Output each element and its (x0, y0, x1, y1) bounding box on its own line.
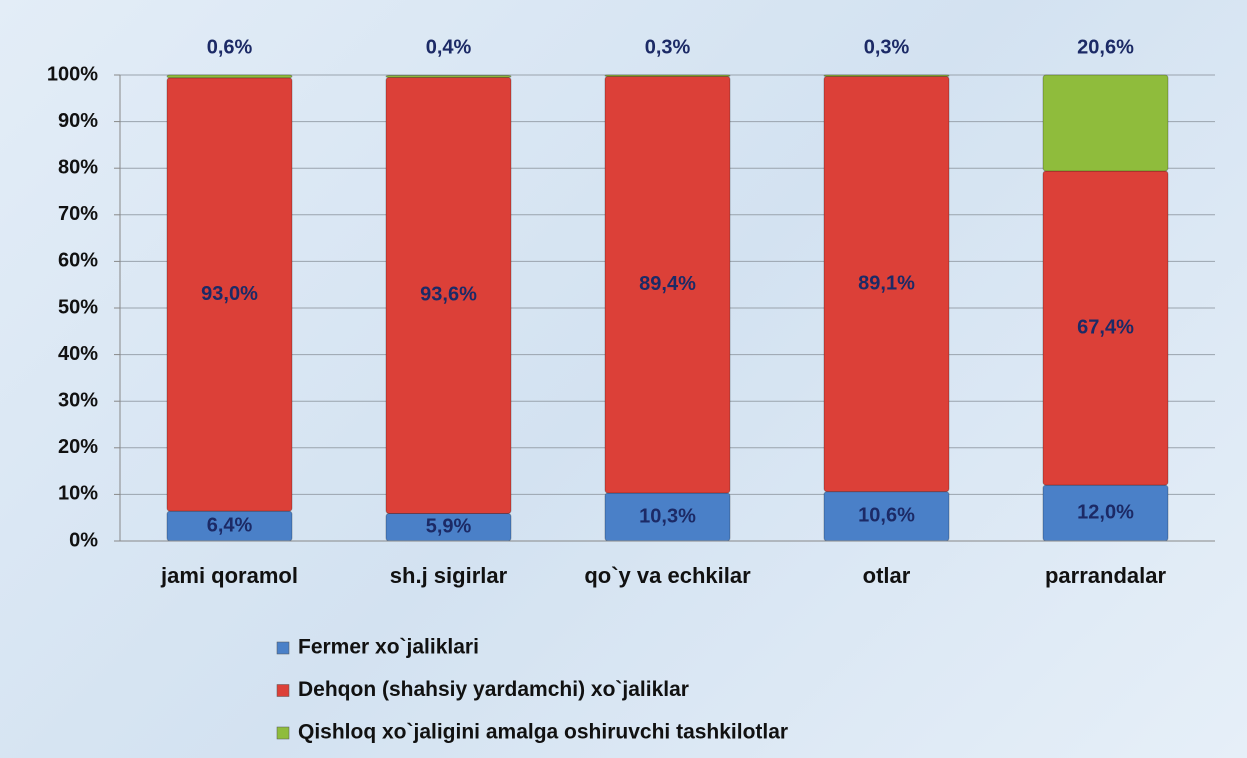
y-tick-label: 100% (47, 63, 98, 85)
value-label: 0,3% (864, 36, 910, 58)
legend-marker (276, 726, 290, 740)
value-label: 20,6% (1077, 36, 1134, 58)
legend-marker (276, 684, 290, 697)
value-label: 10,6% (858, 505, 915, 527)
y-tick-label: 50% (58, 296, 98, 318)
legend-label: Fermer xo`jaliklari (298, 636, 479, 659)
value-label: 93,6% (420, 284, 477, 306)
bar-segment (385, 74, 512, 78)
y-tick-label: 20% (58, 436, 98, 458)
legend-label: Dehqon (shahsiy yardamchi) xo`jaliklar (298, 678, 689, 701)
y-tick-label: 40% (58, 343, 98, 365)
legend-marker (276, 641, 290, 655)
value-label: 0,6% (207, 36, 253, 58)
value-label: 89,4% (639, 273, 696, 295)
y-tick-label: 60% (58, 250, 98, 272)
y-tick-label: 0% (69, 529, 98, 551)
bar-segment (1042, 74, 1169, 172)
x-tick-label: jami qoramol (160, 563, 298, 588)
value-label: 0,3% (645, 36, 691, 58)
y-tick-label: 80% (58, 156, 98, 178)
x-tick-label: parrandalar (1045, 563, 1166, 588)
value-label: 5,9% (426, 516, 472, 538)
y-tick-label: 30% (58, 389, 98, 411)
x-tick-label: sh.j sigirlar (390, 563, 508, 588)
x-tick-label: qo`y va echkilar (584, 563, 751, 588)
value-label: 67,4% (1077, 316, 1134, 338)
legend-label: Qishloq xo`jaligini amalga oshiruvchi ta… (298, 721, 788, 744)
bar-segment (604, 74, 731, 77)
bar-segment (823, 74, 950, 77)
y-tick-label: 10% (58, 483, 98, 505)
value-label: 0,4% (426, 36, 472, 58)
bar-segment (166, 74, 293, 79)
value-label: 6,4% (207, 514, 253, 536)
x-tick-label: otlar (863, 563, 911, 588)
y-tick-label: 90% (58, 110, 98, 132)
value-label: 12,0% (1077, 501, 1134, 523)
value-label: 10,3% (639, 505, 696, 527)
y-tick-label: 70% (58, 203, 98, 225)
value-label: 93,0% (201, 283, 258, 305)
value-label: 89,1% (858, 272, 915, 294)
